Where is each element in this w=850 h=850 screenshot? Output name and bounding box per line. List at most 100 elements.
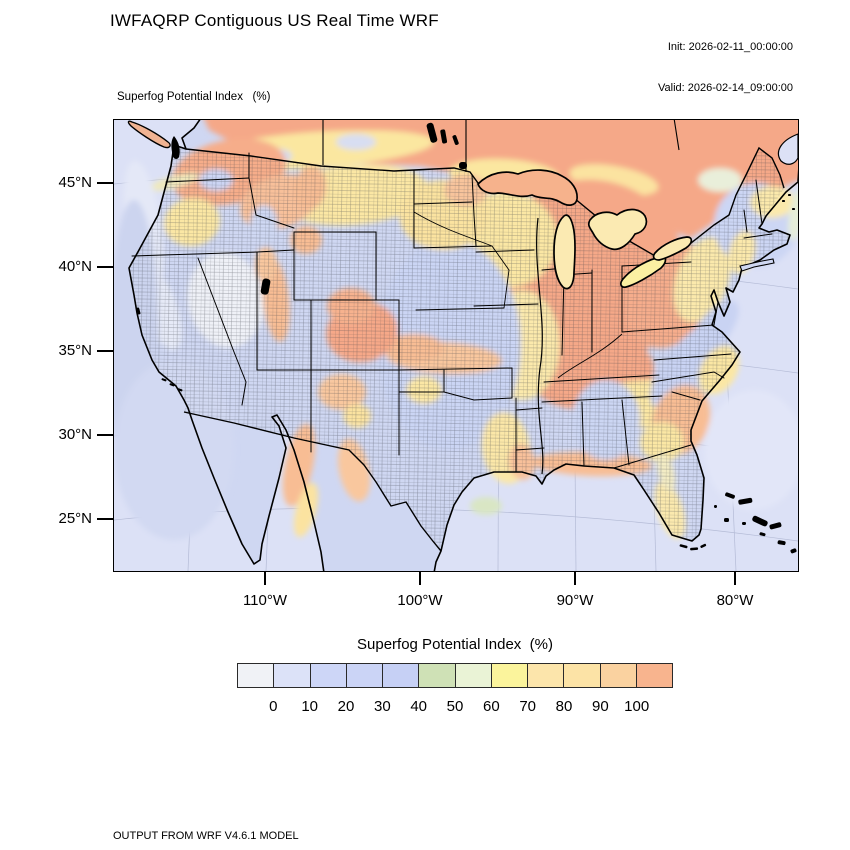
- lake-michigan: [553, 214, 576, 290]
- lake-ontario: [652, 236, 693, 261]
- colorbar-cell: [454, 663, 492, 688]
- state-border-line: [197, 257, 247, 406]
- florida-key: [679, 544, 688, 549]
- state-border-line: [581, 401, 585, 467]
- colorbar-cell: [599, 663, 637, 688]
- colorbar-cell: [527, 663, 565, 688]
- long-island: [739, 258, 775, 272]
- state-border-line: [755, 179, 763, 225]
- state-border-line: [671, 391, 701, 401]
- lat-tick: [97, 518, 113, 520]
- lake-erie: [620, 256, 667, 288]
- colorbar-tick-label: 0: [269, 698, 278, 715]
- state-border-line: [471, 174, 475, 216]
- state-border-line: [743, 209, 748, 233]
- field-contour-blob: [293, 482, 319, 538]
- florida-key: [690, 547, 699, 551]
- state-border-line: [248, 177, 257, 216]
- colorbar-cell: [237, 663, 275, 688]
- maine-island: [788, 194, 791, 196]
- bahamas-island: [777, 540, 786, 546]
- bahamas-island: [742, 522, 746, 525]
- state-border-line: [473, 303, 539, 307]
- lat-tick-label: 30°N: [58, 426, 92, 443]
- lat-tick-label: 25°N: [58, 510, 92, 527]
- bahamas-island: [769, 522, 782, 530]
- islands-and-lakes: [136, 122, 797, 554]
- state-border-line: [515, 407, 543, 411]
- field-contour-blob: [336, 134, 376, 150]
- lat-tick: [97, 434, 113, 436]
- state-border-line: [413, 201, 473, 205]
- field-contour-blob: [470, 497, 502, 515]
- colorbar-cell: [345, 663, 383, 688]
- field-contour-blob: [788, 189, 798, 241]
- lon-tick: [264, 571, 266, 585]
- lon-tick-label: 100°W: [397, 592, 443, 609]
- mississippi-river: [536, 217, 544, 475]
- manitoba-lake: [440, 129, 448, 144]
- colorbar-title: Superfog Potential Index (%): [357, 636, 553, 653]
- state-border-line: [256, 249, 295, 253]
- san-francisco-bay: [136, 307, 141, 315]
- field-label: Superfog Potential Index (%): [117, 91, 271, 103]
- field-contour-blob: [704, 390, 798, 510]
- lon-tick: [574, 571, 576, 585]
- channel-island: [161, 378, 167, 382]
- state-border-line: [515, 447, 545, 451]
- lat-tick-label: 40°N: [58, 258, 92, 275]
- colorbar-tick-label: 100: [624, 698, 650, 715]
- colorbar-tick-label: 80: [555, 698, 573, 715]
- ohio-river: [557, 333, 623, 379]
- missouri-river: [413, 211, 510, 309]
- lon-tick-label: 110°W: [242, 592, 288, 609]
- puget-sound: [171, 136, 180, 160]
- manitoba-lake: [426, 122, 438, 143]
- lat-tick: [97, 266, 113, 268]
- colorbar-tick-label: 40: [410, 698, 427, 715]
- colorbar-tick-label: 20: [337, 698, 355, 715]
- state-border-line: [413, 245, 493, 249]
- colorbar-tick-label: 90: [591, 698, 609, 715]
- model-footer: OUTPUT FROM WRF V4.6.1 MODEL WE = 580 ; …: [113, 804, 546, 850]
- valid-time: Valid: 2026-02-14_09:00:00: [658, 81, 793, 94]
- rivers: [413, 211, 623, 475]
- lon-tick-label: 90°W: [556, 592, 594, 609]
- bahamas-island: [738, 497, 753, 505]
- colorbar-tick-label: 70: [519, 698, 536, 715]
- great-salt-lake: [260, 278, 271, 295]
- state-border-line: [131, 251, 258, 257]
- manitoba-lake: [452, 135, 459, 145]
- lon-tick: [734, 571, 736, 585]
- state-border-line: [255, 214, 295, 229]
- lon-tick-label: 80°W: [716, 592, 754, 609]
- channel-island: [177, 388, 183, 392]
- colorbar-cell: [635, 663, 673, 688]
- bahamas-island: [724, 518, 729, 522]
- state-border-line: [653, 353, 732, 361]
- state-border-line: [415, 307, 505, 311]
- state-border-line: [473, 214, 477, 247]
- florida-key: [700, 543, 707, 548]
- colorbar: [237, 663, 673, 688]
- footer-line1: OUTPUT FROM WRF V4.6.1 MODEL: [113, 830, 299, 842]
- map-frame: [113, 119, 799, 572]
- bahamas-island: [752, 515, 768, 527]
- lake-huron: [587, 208, 648, 251]
- page-title: IWFAQRP Contiguous US Real Time WRF: [110, 11, 439, 30]
- bahamas-island: [714, 505, 717, 508]
- colorbar-cell: [382, 663, 420, 688]
- state-border-line: [613, 444, 692, 469]
- lat-tick-label: 45°N: [58, 174, 92, 191]
- lon-tick: [419, 571, 421, 585]
- state-border-line: [743, 233, 773, 239]
- great-lakes: [477, 169, 693, 290]
- state-boundaries: [131, 152, 773, 473]
- state-border-line: [443, 391, 513, 401]
- lat-tick: [97, 350, 113, 352]
- state-border-line: [543, 374, 660, 383]
- state-border-line: [621, 399, 630, 466]
- maine-island: [792, 208, 795, 210]
- lat-tick-label: 35°N: [58, 342, 92, 359]
